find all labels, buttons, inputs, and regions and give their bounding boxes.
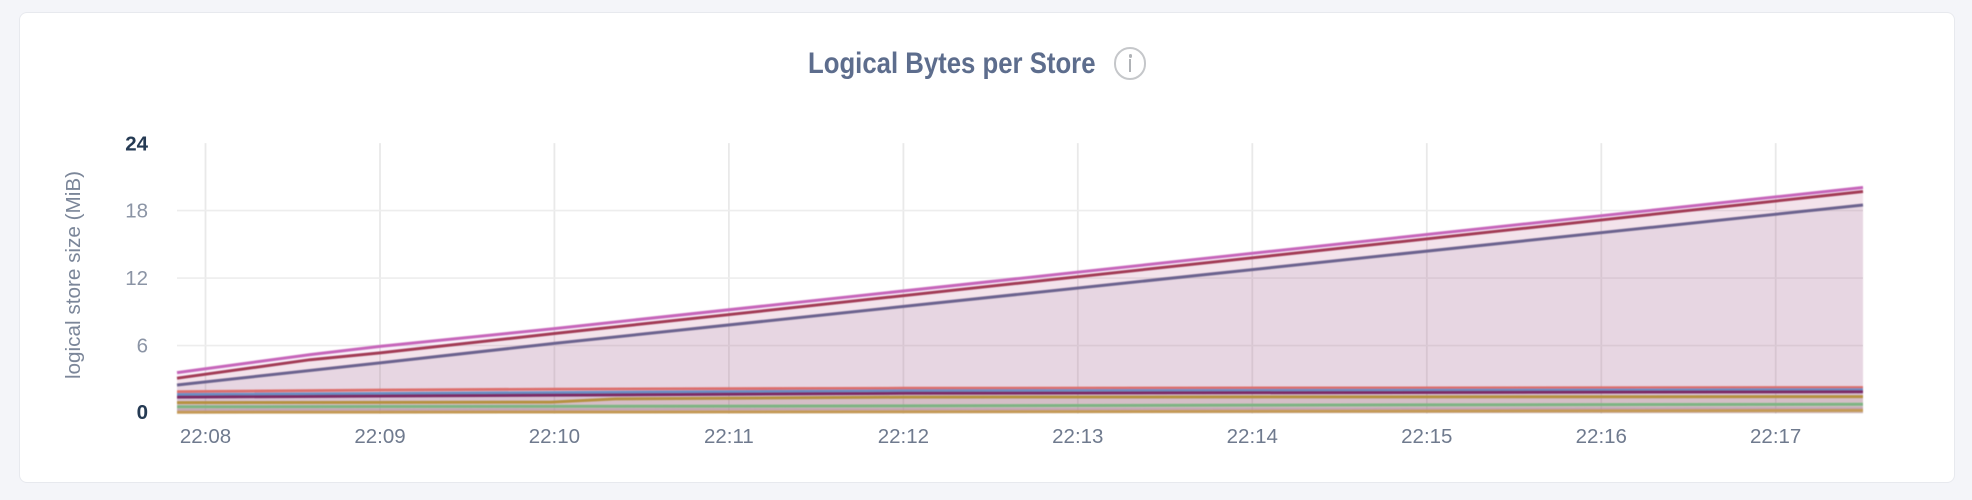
svg-text:22:10: 22:10 bbox=[529, 425, 580, 448]
svg-text:12: 12 bbox=[125, 267, 148, 290]
svg-text:22:15: 22:15 bbox=[1401, 425, 1452, 448]
svg-text:22:14: 22:14 bbox=[1227, 425, 1278, 448]
svg-text:22:12: 22:12 bbox=[878, 425, 929, 448]
svg-text:6: 6 bbox=[137, 335, 148, 358]
svg-text:22:11: 22:11 bbox=[704, 425, 754, 448]
svg-text:22:08: 22:08 bbox=[180, 425, 231, 448]
svg-text:22:13: 22:13 bbox=[1052, 425, 1103, 448]
svg-text:0: 0 bbox=[137, 401, 148, 424]
svg-text:22:17: 22:17 bbox=[1750, 425, 1801, 448]
svg-text:22:09: 22:09 bbox=[354, 425, 405, 448]
svg-text:24: 24 bbox=[125, 133, 148, 156]
svg-text:18: 18 bbox=[125, 200, 148, 223]
svg-text:22:16: 22:16 bbox=[1576, 425, 1627, 448]
